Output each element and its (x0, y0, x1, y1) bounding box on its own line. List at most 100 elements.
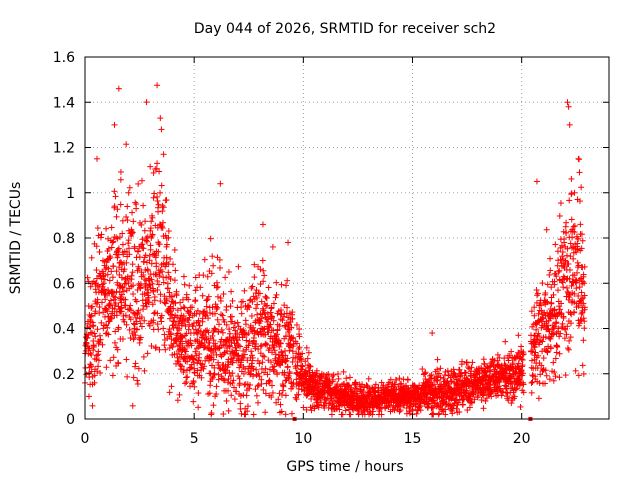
data-point (110, 238, 117, 245)
data-point (165, 234, 172, 241)
data-point (145, 267, 152, 274)
data-point (124, 217, 131, 224)
data-point (151, 190, 158, 197)
data-point (88, 351, 95, 358)
data-point (138, 314, 145, 321)
data-point (117, 168, 124, 175)
data-point (189, 304, 196, 311)
data-point (91, 379, 98, 386)
data-point (121, 266, 128, 273)
data-point (128, 230, 135, 237)
data-point (178, 312, 185, 319)
data-point (130, 374, 137, 381)
data-point (111, 339, 118, 346)
data-point (142, 218, 149, 225)
data-point (112, 328, 119, 335)
data-point (152, 344, 159, 351)
y-tick-label: 0 (66, 412, 75, 428)
data-point (174, 307, 181, 314)
data-point (111, 203, 118, 210)
data-point (181, 318, 188, 325)
data-point (154, 310, 161, 317)
data-point (174, 314, 181, 321)
data-point (185, 317, 192, 324)
data-point (131, 310, 138, 317)
data-point (156, 273, 163, 280)
data-point (115, 324, 122, 331)
data-point (118, 299, 125, 306)
data-point (154, 82, 161, 89)
data-point (122, 312, 129, 319)
data-point (90, 322, 97, 329)
data-point (110, 354, 117, 361)
data-point (100, 280, 107, 287)
data-point (181, 304, 188, 311)
data-point (114, 254, 121, 261)
data-point (126, 326, 133, 333)
data-point (103, 330, 110, 337)
data-point (105, 265, 112, 272)
data-point (93, 352, 100, 359)
data-point (94, 282, 101, 289)
data-point (145, 289, 152, 296)
data-point (142, 252, 149, 259)
y-tick-label: 1 (66, 186, 75, 202)
data-point (179, 340, 186, 347)
data-point (158, 312, 165, 319)
data-point (166, 345, 173, 352)
data-point (88, 312, 95, 319)
data-point (87, 313, 94, 320)
data-point (177, 305, 184, 312)
data-point (147, 163, 154, 170)
data-point (96, 309, 103, 316)
data-point (140, 271, 147, 278)
data-point (123, 259, 130, 266)
data-point (182, 323, 189, 330)
data-point (161, 331, 168, 338)
data-point (163, 196, 170, 203)
x-tick-label: 10 (294, 431, 312, 447)
data-point (115, 245, 122, 252)
data-point (147, 242, 154, 249)
data-point (168, 293, 175, 300)
data-point (168, 383, 175, 390)
data-point (166, 315, 173, 322)
data-point (116, 234, 123, 241)
data-point (149, 301, 156, 308)
data-point (159, 268, 166, 275)
data-point (107, 357, 114, 364)
data-point (157, 298, 164, 305)
data-point (129, 269, 136, 276)
data-point (191, 383, 198, 390)
data-point (114, 206, 121, 213)
data-point (98, 231, 105, 238)
data-point (176, 325, 183, 332)
data-point (146, 252, 153, 259)
data-point (94, 225, 101, 232)
data-point (183, 291, 190, 298)
data-point (167, 275, 174, 282)
data-point (123, 356, 130, 363)
data-point (107, 297, 114, 304)
data-point (190, 398, 197, 405)
data-point (153, 263, 160, 270)
data-point (125, 189, 132, 196)
data-point (184, 358, 191, 365)
data-point (191, 356, 198, 363)
data-point (108, 315, 115, 322)
data-point (163, 254, 170, 261)
data-point (90, 344, 97, 351)
data-point (140, 202, 147, 209)
data-point (156, 346, 163, 353)
data-point (133, 201, 140, 208)
data-point (133, 318, 140, 325)
data-point (183, 330, 190, 337)
data-point (180, 312, 187, 319)
chart-title: Day 044 of 2026, SRMTID for receiver sch… (194, 21, 496, 37)
data-point (124, 203, 131, 210)
data-point (189, 323, 196, 330)
data-point (186, 282, 193, 289)
data-point (131, 245, 138, 252)
data-point (107, 314, 114, 321)
data-point (184, 373, 191, 380)
